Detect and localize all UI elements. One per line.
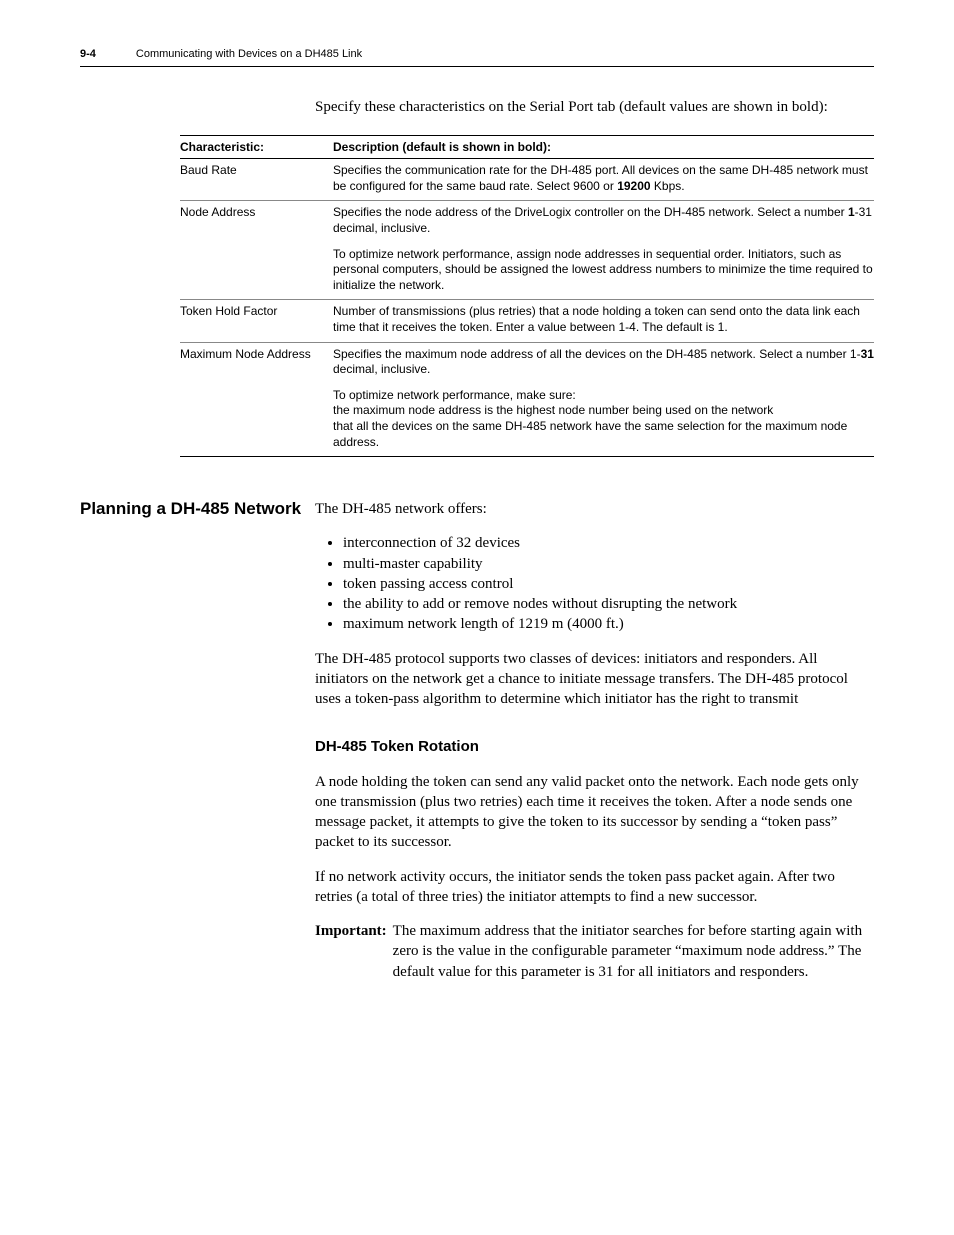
list-item: maximum network length of 1219 m (4000 f… (343, 614, 874, 634)
char-desc: Specifies the node address of the DriveL… (333, 205, 874, 295)
important-text: The maximum address that the initiator s… (393, 921, 874, 982)
list-item: token passing access control (343, 574, 874, 594)
table-row: Baud Rate Specifies the communication ra… (180, 159, 874, 201)
list-item: multi-master capability (343, 554, 874, 574)
body-paragraph: The DH-485 protocol supports two classes… (315, 649, 874, 710)
table-header-row: Characteristic: Description (default is … (180, 136, 874, 159)
char-desc: Specifies the maximum node address of al… (333, 347, 874, 453)
characteristics-table: Characteristic: Description (default is … (180, 135, 874, 457)
table-row: Token Hold Factor Number of transmission… (180, 300, 874, 342)
char-desc: Specifies the communication rate for the… (333, 163, 874, 196)
section-body: The DH-485 network offers: interconnecti… (315, 499, 874, 982)
important-label: Important: (315, 921, 393, 982)
char-name: Maximum Node Address (180, 347, 333, 453)
list-item: the ability to add or remove nodes witho… (343, 594, 874, 614)
table-row: Node Address Specifies the node address … (180, 201, 874, 300)
page-header: 9-4 Communicating with Devices on a DH48… (80, 48, 874, 67)
table-row: Maximum Node Address Specifies the maxim… (180, 343, 874, 457)
feature-list: interconnection of 32 devices multi-mast… (315, 533, 874, 634)
desc-text: Specifies the node address of the DriveL… (333, 205, 874, 236)
table-header-description: Description (default is shown in bold): (333, 140, 874, 154)
list-item: interconnection of 32 devices (343, 533, 874, 553)
document-page: 9-4 Communicating with Devices on a DH48… (0, 0, 954, 1042)
desc-text: To optimize network performance, assign … (333, 247, 874, 294)
char-name: Baud Rate (180, 163, 333, 196)
body-paragraph: If no network activity occurs, the initi… (315, 867, 874, 908)
desc-text: Number of transmissions (plus retries) t… (333, 304, 874, 335)
lead-text: The DH-485 network offers: (315, 499, 874, 519)
section-heading: Planning a DH-485 Network (80, 499, 315, 982)
desc-text: Specifies the maximum node address of al… (333, 347, 874, 378)
table-header-characteristic: Characteristic: (180, 140, 333, 154)
header-title: Communicating with Devices on a DH485 Li… (136, 48, 362, 60)
important-note: Important: The maximum address that the … (315, 921, 874, 982)
planning-section: Planning a DH-485 Network The DH-485 net… (80, 499, 874, 982)
desc-text: To optimize network performance, make su… (333, 388, 874, 450)
sub-heading: DH-485 Token Rotation (315, 737, 874, 757)
desc-text: Specifies the communication rate for the… (333, 163, 874, 194)
char-name: Token Hold Factor (180, 304, 333, 337)
intro-paragraph: Specify these characteristics on the Ser… (315, 97, 874, 117)
page-number: 9-4 (80, 48, 96, 60)
char-desc: Number of transmissions (plus retries) t… (333, 304, 874, 337)
char-name: Node Address (180, 205, 333, 295)
body-paragraph: A node holding the token can send any va… (315, 772, 874, 853)
